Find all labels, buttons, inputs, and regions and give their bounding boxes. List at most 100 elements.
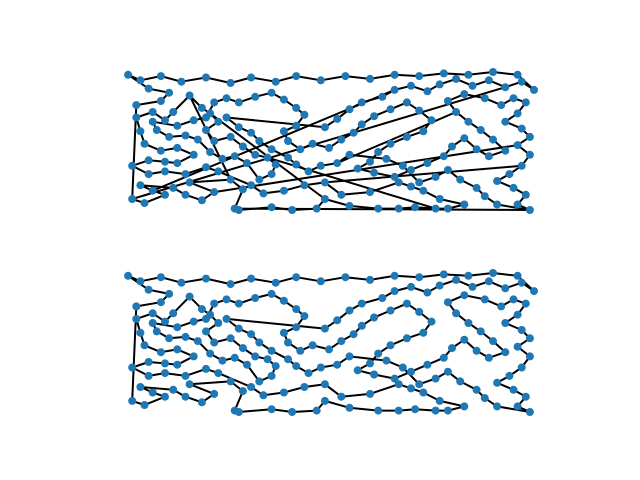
graph-node	[484, 76, 493, 85]
graph-node	[423, 159, 432, 168]
graph-node	[439, 353, 448, 362]
graph-node	[493, 177, 502, 185]
graph-node	[169, 309, 178, 318]
graph-node	[288, 206, 297, 214]
graph-edge	[188, 380, 232, 386]
graph-node	[165, 88, 174, 97]
graph-node	[366, 275, 374, 284]
graph-node	[407, 367, 415, 376]
graph-node	[161, 317, 169, 326]
graph-node	[525, 132, 534, 141]
graph-edge	[323, 399, 351, 409]
graph-node	[255, 377, 264, 386]
graph-node	[484, 277, 493, 286]
graph-node	[480, 192, 489, 201]
graph-node	[415, 307, 424, 316]
graph-edge	[237, 408, 273, 413]
graph-node	[439, 270, 448, 279]
graph-node	[292, 273, 301, 282]
graph-node	[456, 175, 465, 184]
graph-node	[255, 338, 264, 347]
graph-node	[177, 77, 186, 86]
graph-node	[202, 314, 210, 323]
graph-node	[349, 128, 358, 137]
graph-node	[247, 330, 256, 339]
graph-node	[156, 72, 165, 81]
graph-node	[366, 188, 374, 197]
graph-node	[148, 309, 157, 318]
graph-node	[366, 74, 374, 83]
graph-edge	[393, 274, 421, 279]
graph-node	[370, 112, 379, 121]
graph-node	[427, 317, 436, 326]
graph-node	[292, 72, 301, 81]
graph-node	[435, 195, 444, 203]
graph-node	[386, 105, 395, 114]
graph-node	[394, 406, 403, 415]
graph-node	[296, 346, 305, 355]
graph-node	[443, 97, 452, 105]
graph-node	[476, 126, 485, 134]
graph-node	[173, 121, 182, 130]
graph-node	[402, 299, 411, 308]
graph-node	[517, 124, 526, 133]
graph-node	[366, 359, 374, 368]
graph-node	[193, 135, 202, 144]
graph-node	[156, 146, 165, 155]
graph-node	[148, 388, 157, 397]
graph-node	[214, 117, 223, 126]
graph-node	[156, 273, 165, 282]
graph-node	[247, 383, 256, 391]
graph-node	[169, 108, 178, 116]
graph-node	[206, 148, 215, 156]
graph-node	[128, 396, 137, 405]
graph-node	[345, 105, 354, 114]
graph-edge	[188, 383, 216, 395]
graph-node	[493, 402, 502, 411]
graph-node	[181, 332, 190, 341]
graph-node	[230, 353, 239, 362]
graph-edge	[492, 272, 519, 277]
graph-edge	[340, 392, 371, 398]
graph-node	[234, 324, 243, 333]
graph-node	[452, 74, 461, 83]
graph-edge	[336, 111, 458, 165]
graph-node	[390, 287, 399, 296]
panel-bottom	[124, 269, 538, 416]
graph-node	[525, 334, 534, 343]
graph-node	[509, 295, 518, 304]
graph-node	[525, 352, 534, 361]
graph-node	[525, 150, 534, 159]
graph-node	[251, 352, 260, 361]
graph-node	[210, 188, 219, 197]
graph-node	[185, 178, 194, 187]
graph-node	[152, 327, 161, 336]
graph-node	[480, 394, 489, 403]
graph-edge	[205, 277, 232, 286]
panel-top	[124, 68, 538, 214]
graph-node	[238, 142, 247, 151]
graph-node	[144, 170, 153, 179]
graph-node	[263, 153, 272, 162]
graph-node	[513, 271, 522, 280]
graph-node	[464, 271, 473, 280]
graph-node	[312, 406, 321, 415]
graph-node	[345, 150, 354, 159]
graph-node	[234, 123, 243, 132]
graph-node	[480, 94, 489, 103]
graph-node	[136, 383, 145, 391]
graph-node	[267, 170, 276, 179]
graph-edge	[319, 276, 347, 283]
graph-node	[230, 152, 239, 161]
graph-node	[452, 275, 461, 284]
graph-node	[394, 380, 403, 389]
graph-node	[156, 97, 165, 105]
graph-edge	[418, 72, 445, 78]
graph-node	[402, 132, 411, 141]
graph-node	[144, 371, 153, 380]
graph-node	[128, 195, 137, 203]
graph-node	[517, 363, 526, 372]
graph-node	[386, 139, 395, 148]
graph-node	[337, 190, 346, 199]
graph-node	[443, 204, 452, 213]
